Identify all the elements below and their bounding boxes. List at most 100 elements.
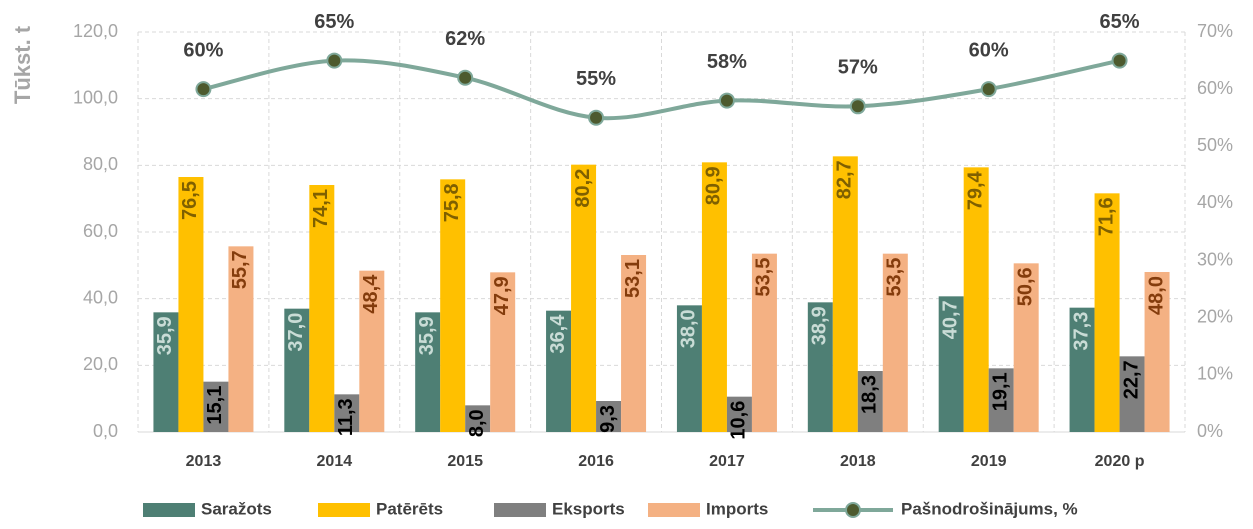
legend-label: Imports — [706, 499, 768, 518]
x-tick-label: 2013 — [186, 453, 222, 470]
y-tick-label: 120,0 — [73, 21, 118, 41]
x-tick-label: 2016 — [578, 453, 614, 470]
value-label: 55,7 — [229, 250, 251, 289]
y-tick-label: 20,0 — [83, 354, 118, 374]
line-value-label: 65% — [314, 11, 354, 33]
bar — [465, 405, 491, 432]
y-tick-label: 60,0 — [83, 221, 118, 241]
bar — [359, 270, 385, 432]
value-label: 71,6 — [1095, 197, 1117, 236]
y-tick-label: 0,0 — [93, 421, 118, 441]
legend-swatch — [318, 503, 370, 517]
value-label: 18,3 — [859, 375, 881, 414]
bar — [440, 179, 466, 432]
legend-label: Pašnodrošinājums, % — [901, 499, 1078, 518]
bar — [334, 394, 360, 432]
bar — [153, 312, 179, 432]
y2-tick-label: 30% — [1197, 249, 1233, 269]
x-tick-label: 2014 — [317, 453, 353, 470]
y-tick-label: 100,0 — [73, 87, 118, 107]
value-label: 53,5 — [753, 258, 775, 297]
bar — [1013, 263, 1039, 432]
line-marker — [718, 92, 735, 109]
x-tick-label: 2019 — [971, 453, 1007, 470]
bar — [882, 253, 908, 432]
value-label: 35,9 — [416, 316, 438, 355]
value-label: 37,0 — [285, 313, 307, 352]
bar — [596, 401, 622, 432]
line-value-label: 62% — [445, 28, 485, 50]
value-label: 53,5 — [884, 258, 906, 297]
bar — [178, 177, 204, 432]
value-label: 8,0 — [466, 409, 488, 437]
value-label: 19,1 — [989, 372, 1011, 411]
bar — [203, 381, 229, 432]
bar — [621, 255, 647, 432]
value-label: 47,9 — [491, 276, 513, 315]
legend-label: Eksports — [552, 499, 625, 518]
bar — [988, 368, 1014, 432]
x-tick-label: 2020 p — [1095, 453, 1145, 470]
bar — [309, 185, 335, 432]
y2-tick-label: 60% — [1197, 78, 1233, 98]
bar — [228, 246, 254, 432]
bar — [938, 296, 964, 432]
bar — [1144, 272, 1170, 432]
bar — [490, 272, 516, 432]
bar — [415, 312, 441, 432]
value-label: 76,5 — [179, 181, 201, 220]
y-tick-label: 80,0 — [83, 154, 118, 174]
bar — [963, 167, 989, 433]
line — [203, 58, 1120, 121]
bar — [284, 308, 310, 432]
value-label: 38,0 — [678, 309, 700, 348]
bar — [832, 156, 858, 433]
value-label: 82,7 — [834, 160, 856, 199]
line-marker — [457, 69, 474, 86]
value-label: 40,7 — [939, 300, 961, 339]
legend-swatch — [143, 503, 195, 517]
value-label: 80,2 — [572, 169, 594, 208]
bar — [676, 305, 702, 432]
line-value-label: 57% — [838, 57, 878, 79]
value-label: 22,7 — [1120, 360, 1142, 399]
y2-tick-label: 0% — [1197, 421, 1223, 441]
value-label: 80,9 — [703, 166, 725, 205]
line-marker — [326, 52, 343, 69]
bar — [807, 302, 833, 432]
bar — [726, 396, 752, 432]
y2-tick-label: 20% — [1197, 306, 1233, 326]
value-label: 10,6 — [728, 401, 750, 440]
y2-tick-label: 50% — [1197, 135, 1233, 155]
y2-tick-label: 40% — [1197, 192, 1233, 212]
bar — [1119, 356, 1145, 432]
line-value-label: 60% — [969, 39, 1009, 61]
value-label: 74,1 — [310, 189, 332, 228]
legend-swatch — [494, 503, 546, 517]
bar — [571, 164, 597, 432]
bar — [701, 162, 727, 433]
y2-tick-label: 10% — [1197, 364, 1233, 384]
value-label: 48,4 — [360, 274, 382, 314]
line-marker — [588, 109, 605, 126]
y-tick-label: 40,0 — [83, 287, 118, 307]
value-label: 37,3 — [1070, 312, 1092, 351]
legend-label: Saražots — [201, 499, 272, 518]
legend-label: Patērēts — [376, 499, 443, 518]
line-marker — [980, 81, 997, 98]
legend-marker — [845, 502, 861, 518]
bar — [1069, 307, 1095, 432]
line-marker — [849, 98, 866, 115]
y-axis-label: Tūkst. t — [10, 25, 35, 104]
value-label: 79,4 — [964, 170, 986, 210]
x-tick-label: 2017 — [709, 453, 745, 470]
x-tick-label: 2015 — [447, 453, 483, 470]
legend-swatch — [648, 503, 700, 517]
value-label: 35,9 — [154, 316, 176, 355]
line-marker — [195, 81, 212, 98]
line-value-label: 60% — [183, 39, 223, 61]
value-label: 75,8 — [441, 183, 463, 222]
value-label: 38,9 — [809, 306, 831, 345]
line-value-label: 65% — [1100, 11, 1140, 33]
